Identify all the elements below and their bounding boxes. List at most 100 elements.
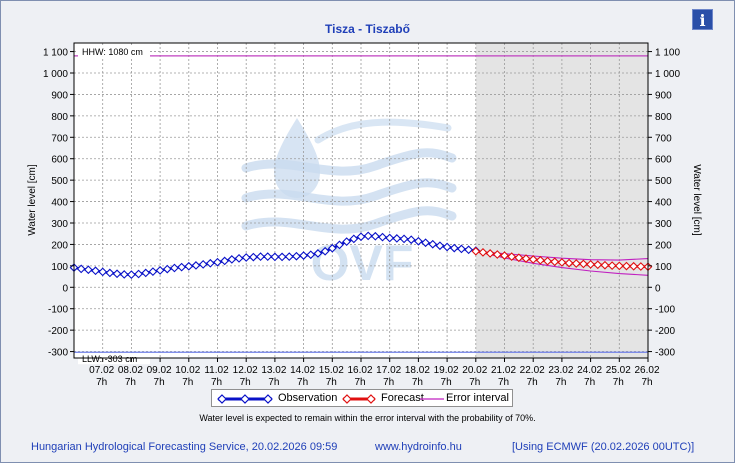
info-icon[interactable]: i bbox=[692, 9, 713, 30]
y-tick-label-left: -100 bbox=[48, 305, 68, 316]
legend-error-interval-label: Error interval bbox=[446, 392, 509, 404]
x-tick-hour-label: 7h bbox=[268, 377, 279, 388]
forecast-point bbox=[543, 256, 552, 266]
forecast-point bbox=[521, 254, 531, 263]
observation-point bbox=[198, 259, 208, 269]
forecast-point bbox=[636, 262, 646, 271]
y-tick-label-right: -300 bbox=[655, 348, 675, 359]
forecast-swatch bbox=[342, 394, 376, 404]
observation-point bbox=[134, 269, 143, 279]
y-tick-label-left: 200 bbox=[51, 240, 68, 251]
observation-point bbox=[385, 233, 395, 243]
y-tick-label-left: 500 bbox=[51, 176, 68, 187]
x-tick-date-label: 12.02 bbox=[233, 365, 258, 376]
observation-point bbox=[191, 261, 201, 270]
legend: Observation Forecast Error interval bbox=[211, 389, 513, 407]
observation-point bbox=[392, 234, 402, 243]
y-tick-label-left: -200 bbox=[48, 326, 68, 337]
x-tick-hour-label: 7h bbox=[613, 377, 624, 388]
observation-point bbox=[234, 253, 244, 263]
observation-point bbox=[306, 250, 316, 260]
ref-label-bg bbox=[78, 353, 150, 365]
observation-point bbox=[241, 253, 251, 262]
y-tick-label-left: 400 bbox=[51, 198, 68, 209]
forecast-point bbox=[607, 261, 617, 271]
series-layer bbox=[69, 231, 653, 280]
x-tick-date-label: 14.02 bbox=[290, 365, 315, 376]
ovf-watermark: OVF bbox=[241, 118, 457, 291]
x-tick-date-label: 21.02 bbox=[491, 365, 516, 376]
forecast-point bbox=[586, 259, 595, 269]
x-tick-date-label: 25.02 bbox=[606, 365, 631, 376]
observation-point bbox=[227, 255, 237, 264]
x-tick-date-label: 08.02 bbox=[118, 365, 143, 376]
y-tick-label-left: 900 bbox=[51, 90, 68, 101]
observation-point bbox=[399, 234, 409, 244]
x-tick-date-label: 23.02 bbox=[548, 365, 573, 376]
observation-point bbox=[263, 252, 273, 262]
x-tick-date-label: 24.02 bbox=[577, 365, 602, 376]
y-tick-label-left: 700 bbox=[51, 133, 68, 144]
y-tick-label-left: -300 bbox=[48, 348, 68, 359]
x-tick-hour-label: 7h bbox=[527, 377, 538, 388]
observation-point bbox=[220, 256, 230, 266]
y-tick-label-right: 900 bbox=[655, 90, 672, 101]
x-tick-hour-label: 7h bbox=[441, 377, 452, 388]
y-tick-label-left: 300 bbox=[51, 219, 68, 230]
observation-point bbox=[378, 232, 387, 242]
observation-point bbox=[449, 243, 459, 253]
y-tick-label-right: 300 bbox=[655, 219, 672, 230]
x-tick-date-label: 13.02 bbox=[261, 365, 286, 376]
forecast-point bbox=[600, 260, 610, 270]
forecast-point bbox=[485, 249, 495, 258]
observation-point bbox=[342, 237, 352, 247]
forecast-point bbox=[579, 259, 588, 269]
watermark-wave bbox=[314, 118, 452, 144]
watermark-wave bbox=[241, 148, 457, 176]
forecast-point bbox=[514, 253, 524, 263]
x-tick-hour-label: 7h bbox=[498, 377, 509, 388]
x-tick-date-label: 20.02 bbox=[462, 365, 487, 376]
chart-title: Tisza - Tiszabő bbox=[325, 22, 410, 36]
probability-note: Water level is expected to remain within… bbox=[199, 413, 536, 423]
observation-point bbox=[363, 231, 373, 241]
y-tick-label-right: 600 bbox=[655, 155, 672, 166]
y-tick-label-right: 0 bbox=[655, 283, 661, 294]
watermark-wave bbox=[241, 206, 457, 234]
y-tick-label-left: 600 bbox=[51, 155, 68, 166]
x-tick-date-label: 17.02 bbox=[376, 365, 401, 376]
y-tick-label-right: 500 bbox=[655, 176, 672, 187]
forecast-point bbox=[629, 261, 639, 271]
y-tick-label-right: 800 bbox=[655, 112, 672, 123]
x-tick-hour-label: 7h bbox=[641, 377, 652, 388]
ref-label-bg bbox=[78, 45, 150, 57]
observation-point bbox=[105, 268, 115, 278]
x-tick-date-label: 19.02 bbox=[434, 365, 459, 376]
forecast-point bbox=[507, 252, 517, 262]
observation-point bbox=[335, 240, 344, 250]
observation-point bbox=[127, 270, 136, 280]
forecast-point bbox=[528, 255, 538, 264]
watermark-text: OVF bbox=[311, 235, 414, 291]
x-tick-date-label: 18.02 bbox=[405, 365, 430, 376]
observation-point bbox=[457, 244, 466, 254]
x-tick-hour-label: 7h bbox=[211, 377, 222, 388]
x-tick-hour-label: 7h bbox=[326, 377, 337, 388]
x-tick-date-label: 09.02 bbox=[147, 365, 172, 376]
x-tick-hour-label: 7h bbox=[584, 377, 595, 388]
observation-point bbox=[320, 246, 330, 256]
y-tick-label-right: 1 100 bbox=[655, 48, 680, 59]
observation-point bbox=[184, 261, 194, 271]
observation-point bbox=[248, 252, 258, 262]
forecast-point bbox=[614, 261, 624, 271]
observation-point bbox=[414, 236, 423, 246]
x-tick-hour-label: 7h bbox=[555, 377, 566, 388]
reference-lines: HHW: 1080 cm LLW: -303 cm bbox=[74, 45, 648, 365]
forecast-point bbox=[622, 261, 631, 271]
forecast-point bbox=[492, 250, 502, 259]
footer-link[interactable]: www.hydroinfo.hu bbox=[375, 441, 462, 453]
observation-point bbox=[162, 264, 172, 274]
observation-point bbox=[428, 239, 438, 249]
forecast-point bbox=[535, 255, 545, 265]
y-tick-label-right: -100 bbox=[655, 305, 675, 316]
